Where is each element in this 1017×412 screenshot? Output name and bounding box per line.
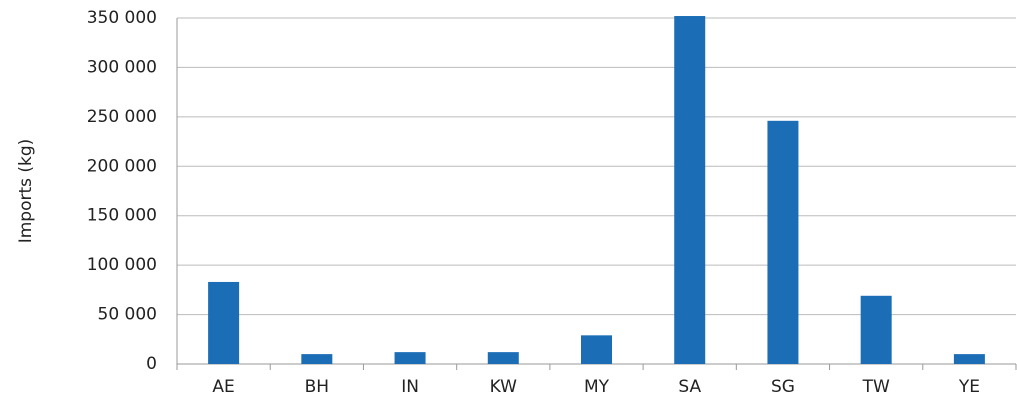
x-tick-label: TW [862,377,890,397]
bar [860,295,892,364]
bar [674,16,706,364]
bar [581,335,612,364]
bar [394,352,426,364]
bar [767,120,799,364]
y-tick-label: 0 [146,354,157,374]
y-tick-label: 250 000 [87,107,157,127]
bar [953,354,985,364]
y-tick-label: 350 000 [87,8,157,28]
y-axis-label: Imports (kg) [16,139,36,244]
x-tick-label: SG [771,377,795,397]
x-tick-label: AE [212,377,234,397]
bar [487,352,519,364]
y-tick-label: 100 000 [87,255,157,275]
x-tick-label: YE [958,377,980,397]
x-tick-label: BH [305,377,329,397]
x-tick-label: MY [584,377,610,397]
y-tick-label: 50 000 [98,305,157,325]
y-tick-label: 200 000 [87,156,157,176]
x-tick-label: SA [678,377,701,397]
bar [208,281,240,364]
y-tick-label: 150 000 [87,206,157,226]
y-tick-label: 300 000 [87,57,157,77]
bar [301,354,333,364]
x-tick-label: KW [490,377,518,397]
x-tick-label: IN [401,377,419,397]
